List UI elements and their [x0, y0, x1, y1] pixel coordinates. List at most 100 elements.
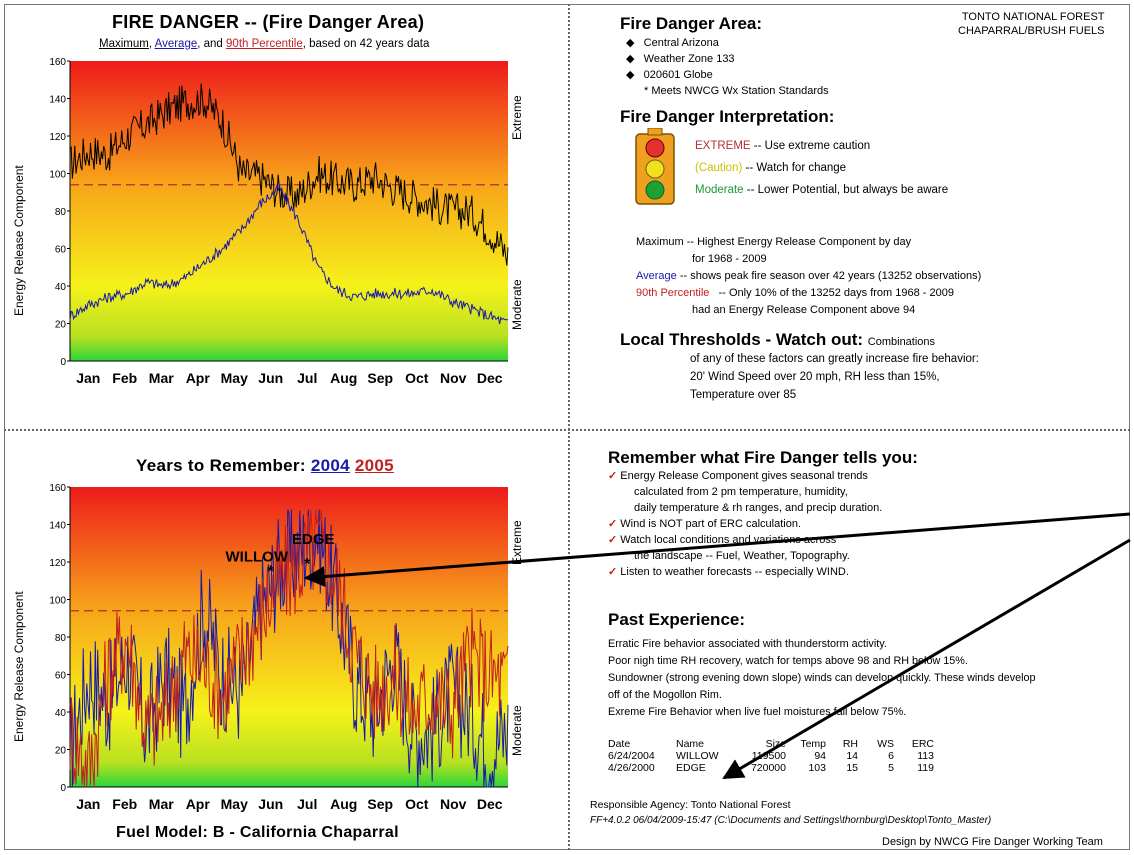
- fire-area-note: * Meets NWCG Wx Station Standards: [644, 85, 829, 97]
- x-tick-label: Jul: [297, 796, 317, 812]
- past-line: Erratic Fire behavior associated with th…: [608, 638, 887, 650]
- remember-item: ✓ Watch local conditions and variations …: [608, 534, 837, 546]
- y-tick-label: 0: [60, 783, 66, 794]
- note-max: Maximum -- Highest Energy Release Compon…: [636, 236, 912, 248]
- year-2004: 2004: [310, 456, 350, 475]
- past-line: Poor nigh time RH recovery, watch for te…: [608, 655, 968, 667]
- fuel-model-label: Fuel Model: B - California Chaparral: [116, 824, 399, 841]
- y-tick-label: 80: [55, 207, 67, 218]
- annotation-label: WILLOW: [226, 548, 289, 565]
- checkmark-icon: ✓: [608, 470, 618, 482]
- x-tick-label: Sep: [367, 796, 393, 812]
- bottom-chart-title: Years to Remember: 2004 2005: [136, 456, 394, 476]
- x-tick-label: Jul: [297, 370, 317, 386]
- threshold-line-3: Temperature over 85: [690, 389, 797, 401]
- x-tick-label: May: [221, 370, 248, 386]
- top-chart-subtitle: Maximum, Average, and 90th Percentile, b…: [99, 38, 429, 50]
- x-tick-label: Jan: [76, 370, 100, 386]
- top-chart-title: FIRE DANGER -- (Fire Danger Area): [112, 12, 425, 32]
- y-tick-label: 140: [49, 95, 66, 106]
- remember-item-cont: the landscape -- Fuel, Weather, Topograp…: [634, 550, 850, 562]
- y-tick-label: 160: [49, 483, 66, 494]
- y-tick-label: 40: [55, 282, 67, 293]
- remember-item-cont: calculated from 2 pm temperature, humidi…: [634, 486, 848, 498]
- x-tick-label: Aug: [330, 370, 357, 386]
- thresholds-heading: Local Thresholds - Watch out: Combinatio…: [620, 330, 936, 349]
- note-avg: Average -- shows peak fire season over 4…: [636, 270, 982, 282]
- remember-item: ✓ Energy Release Component gives seasona…: [608, 470, 868, 482]
- legend-notes: Maximum -- Highest Energy Release Compon…: [636, 234, 981, 319]
- series-line-2005: [69, 509, 509, 788]
- y-tick-label: 100: [49, 596, 66, 607]
- table-header-row: Date Name Size Temp RH WS ERC: [608, 738, 940, 750]
- note-p90-2: had an Energy Release Component above 94: [692, 304, 916, 316]
- subtitle-90th: 90th Percentile: [226, 38, 303, 50]
- x-tick-label: Mar: [149, 370, 174, 386]
- y-tick-label: 80: [55, 633, 67, 644]
- fire-area-item: ◆ Weather Zone 133: [626, 53, 735, 65]
- forest-line-1: TONTO NATIONAL FOREST: [961, 11, 1105, 23]
- x-tick-label: Sep: [367, 370, 393, 386]
- remember-heading: Remember what Fire Danger tells you:: [608, 448, 918, 467]
- footer-agency: Responsible Agency: Tonto National Fores…: [590, 799, 791, 811]
- past-fires-table: Date Name Size Temp RH WS ERC 6/24/2004 W…: [608, 738, 940, 774]
- table-row: 4/26/2000 EDGE 720000 103 15 5 119: [608, 762, 934, 774]
- y-tick-label: 60: [55, 671, 67, 682]
- col-ws: WS: [877, 738, 894, 750]
- col-size: Size: [765, 738, 786, 750]
- x-tick-label: Aug: [330, 796, 357, 812]
- col-date: Date: [608, 738, 631, 750]
- past-lines: Erratic Fire behavior associated with th…: [608, 636, 1036, 721]
- top-chart: 0 20 40 60 80 100 120 140 160 Jan Feb Mar Apr May Jun J…: [49, 57, 509, 386]
- x-tick-label: Nov: [440, 370, 467, 386]
- series-line-maximum: [69, 83, 509, 266]
- x-tick-label: Nov: [440, 796, 467, 812]
- col-name: Name: [676, 738, 705, 750]
- subtitle-rest: , based on 42 years data: [302, 38, 430, 50]
- x-tick-label: Mar: [149, 796, 174, 812]
- x-tick-label: Feb: [112, 796, 137, 812]
- x-tick-label: Apr: [186, 370, 211, 386]
- fire-area-heading: Fire Danger Area:: [620, 14, 763, 33]
- subtitle-maximum: Maximum: [99, 38, 149, 50]
- footer-design: Design by NWCG Fire Danger Working Team: [882, 836, 1103, 848]
- note-max-2: for 1968 - 2009: [692, 253, 767, 265]
- remember-list: ✓ Energy Release Component gives seasona…: [608, 468, 882, 580]
- forest-line-2: CHAPARRAL/BRUSH FUELS: [958, 25, 1105, 37]
- threshold-line-1: of any of these factors can greatly incr…: [690, 353, 979, 365]
- plot-background: [70, 61, 508, 361]
- x-tick-label: Feb: [112, 370, 137, 386]
- y-tick-label: 120: [49, 132, 66, 143]
- thresholds-text: of any of these factors can greatly incr…: [690, 350, 979, 404]
- footer-version: FF+4.0.2 06/04/2009-15:47 (C:\Documents …: [590, 815, 992, 826]
- outer-frame: [4, 4, 1130, 850]
- interp-extreme: EXTREME -- Use extreme caution: [695, 140, 871, 152]
- x-tick-label: Oct: [405, 370, 429, 386]
- checkmark-icon: ✓: [608, 534, 618, 546]
- year-2005: 2005: [354, 456, 394, 475]
- annotation-marker: *: [268, 563, 275, 580]
- checkmark-icon: ✓: [608, 566, 618, 578]
- years-title-text: Years to Remember:: [136, 456, 306, 475]
- diamond-bullet-icon: ◆: [626, 53, 635, 65]
- x-tick-label: Oct: [405, 796, 429, 812]
- y-tick-label: 140: [49, 521, 66, 532]
- fire-area-list: ◆ Central Arizona ◆ Weather Zone 133 ◆ 0…: [626, 35, 829, 99]
- diamond-bullet-icon: ◆: [626, 37, 635, 49]
- x-tick-label: Dec: [477, 370, 503, 386]
- x-tick-label: Jan: [76, 796, 100, 812]
- y-tick-label: 160: [49, 57, 66, 68]
- past-line: Sundowner (strong evening down slope) wi…: [608, 672, 1036, 684]
- past-line: off of the Mogollon Rim.: [608, 689, 722, 701]
- y-tick-label: 0: [60, 357, 66, 368]
- checkmark-icon: ✓: [608, 518, 618, 530]
- y-tick-label: 60: [55, 245, 67, 256]
- fire-area-item: ◆ 020601 Globe: [626, 69, 713, 81]
- y-tick-label: 120: [49, 558, 66, 569]
- past-heading: Past Experience:: [608, 610, 746, 629]
- arrow-edge: [722, 538, 1131, 780]
- x-tick-label: Jun: [258, 796, 283, 812]
- arrow-willow: [303, 512, 1131, 588]
- forest-header: TONTO NATIONAL FOREST CHAPARRAL/BRUSH FU…: [958, 10, 1105, 38]
